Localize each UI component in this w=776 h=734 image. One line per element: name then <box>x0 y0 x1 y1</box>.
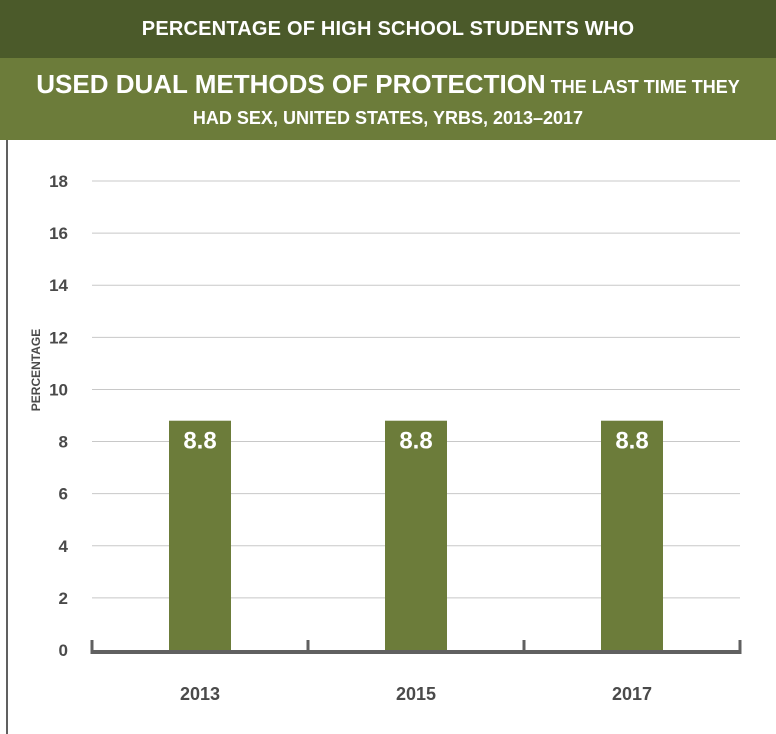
y-tick-label: 8 <box>59 433 68 452</box>
chart-title-line2: HAD SEX, UNITED STATES, YRBS, 2013–2017 <box>192 108 584 128</box>
y-tick-label: 4 <box>59 537 69 556</box>
y-axis-label: PERCENTAGE <box>29 329 43 411</box>
y-tick-label: 12 <box>49 328 68 347</box>
y-tick-label: 18 <box>49 172 68 191</box>
bar-value-label: 8.8 <box>615 428 648 455</box>
bar-value-label: 8.8 <box>183 428 216 455</box>
bar-value-label: 8.8 <box>399 428 432 455</box>
chart-title-band: USED DUAL METHODS OF PROTECTION THE LAST… <box>0 58 776 140</box>
y-tick-label: 10 <box>49 380 68 399</box>
y-tick-label: 2 <box>59 589 68 608</box>
y-tick-label: 0 <box>59 641 68 660</box>
x-tick-label: 2015 <box>396 684 436 704</box>
chart-title-emphasis: USED DUAL METHODS OF PROTECTION <box>36 69 546 99</box>
header-kicker: PERCENTAGE OF HIGH SCHOOL STUDENTS WHO <box>141 17 635 40</box>
x-tick-label: 2017 <box>612 684 652 704</box>
left-border-rule <box>6 140 8 734</box>
y-tick-label: 14 <box>49 276 68 295</box>
header-kicker-band: PERCENTAGE OF HIGH SCHOOL STUDENTS WHO <box>0 0 776 58</box>
x-tick-label: 2013 <box>180 684 220 704</box>
y-tick-label: 6 <box>59 485 68 504</box>
bar <box>169 420 231 650</box>
bar <box>601 420 663 650</box>
y-tick-label: 16 <box>49 224 68 243</box>
chart-title-rest: THE LAST TIME THEY <box>550 77 740 97</box>
chart-title-line1: USED DUAL METHODS OF PROTECTION THE LAST… <box>0 67 776 104</box>
bar <box>385 420 447 650</box>
